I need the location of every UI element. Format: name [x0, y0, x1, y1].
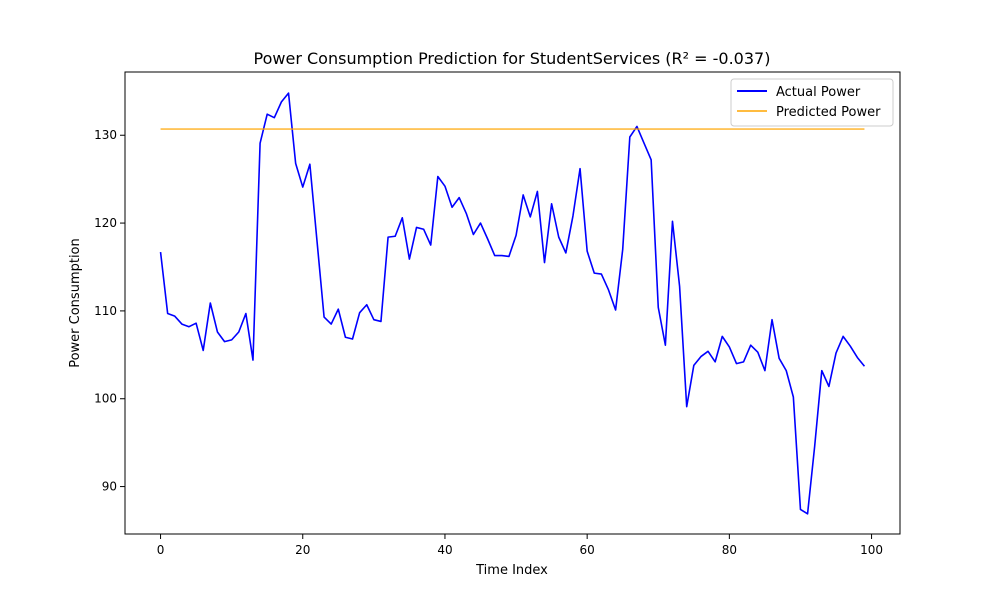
actual-power-line	[159, 92, 866, 515]
y-axis-ticks: 90 100 110 120 130	[94, 128, 125, 494]
y-tick-label: 110	[94, 304, 117, 318]
x-tick-label: 40	[437, 543, 452, 557]
series-layer	[159, 92, 866, 515]
x-tick-label: 60	[580, 543, 595, 557]
plot-frame	[124, 71, 901, 535]
legend: Actual Power Predicted Power	[730, 78, 894, 127]
y-tick-label: 130	[94, 128, 117, 142]
y-axis-label: Power Consumption	[68, 238, 83, 368]
x-axis-ticks: 0 20 40 60 80 100	[157, 534, 883, 557]
legend-label-actual: Actual Power	[776, 85, 861, 100]
x-axis-label: Time Index	[475, 563, 548, 578]
x-tick-label: 20	[295, 543, 310, 557]
y-tick-label: 90	[102, 480, 117, 494]
chart-title: Power Consumption Prediction for Student…	[254, 49, 771, 68]
y-tick-label: 100	[94, 392, 117, 406]
y-tick-label: 120	[94, 216, 117, 230]
x-tick-label: 80	[722, 543, 737, 557]
x-tick-label: 0	[157, 543, 165, 557]
legend-label-predicted: Predicted Power	[776, 105, 881, 120]
x-tick-label: 100	[860, 543, 883, 557]
legend-box	[730, 78, 894, 127]
